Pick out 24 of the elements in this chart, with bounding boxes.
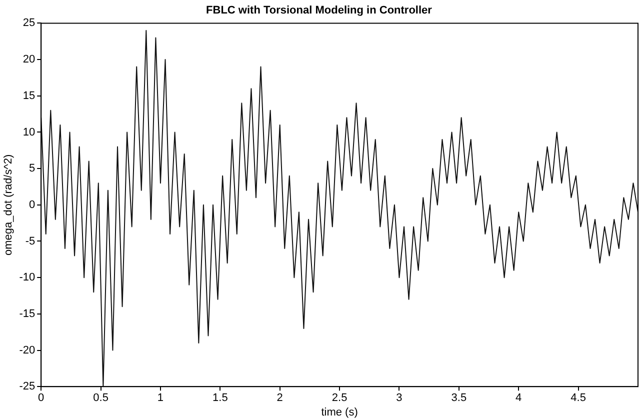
x-tick-label: 4.5: [570, 392, 586, 404]
y-tick-label: 15: [22, 90, 36, 102]
y-tick-label: -20: [19, 344, 36, 356]
y-tick-label: -25: [19, 380, 36, 393]
x-tick-label: 1.5: [212, 392, 228, 404]
x-tick-label: 3: [396, 392, 402, 404]
x-tick-label: 0: [38, 392, 44, 404]
y-tick-label: 5: [28, 162, 36, 175]
y-tick-label: -15: [19, 308, 36, 320]
x-axis-title: time (s): [321, 406, 358, 418]
x-tick-label: 0.5: [93, 392, 108, 404]
x-tick-label: 3.5: [451, 392, 467, 404]
y-tick-label: 0: [28, 198, 36, 211]
y-tick-label: 25: [22, 17, 36, 30]
y-tick-label: -5: [25, 235, 36, 248]
x-tick-label: 2: [276, 392, 283, 404]
chart-title: FBLC with Torsional Modeling in Controller: [206, 4, 433, 17]
y-axis-title: omega_dot (rad/s^2): [2, 154, 15, 256]
x-tick-label: 2.5: [332, 392, 348, 404]
y-tick-label: 10: [22, 126, 36, 138]
x-tick-label: 4: [516, 392, 522, 404]
y-tick-label: 20: [22, 54, 36, 66]
x-tick-label: 1: [157, 392, 164, 404]
y-tick-label: -10: [19, 272, 36, 284]
